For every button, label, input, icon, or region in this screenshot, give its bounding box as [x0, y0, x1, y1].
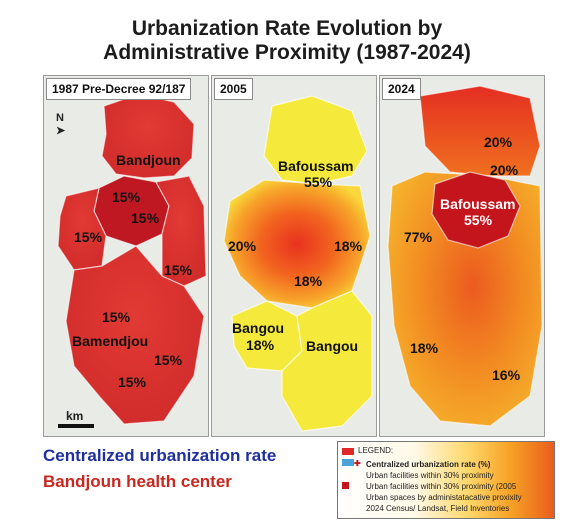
- map-2005-regions: [223, 95, 373, 432]
- health-center-caption: Bandjoun health center: [43, 472, 232, 491]
- map-panel-1987: 1987 Pre-Decree 92/187 N ➤ Bandjoun 15% 1…: [43, 75, 209, 437]
- map-label: 16%: [492, 367, 521, 383]
- map-label: 15%: [131, 210, 160, 226]
- panel-year-label: 2005: [214, 78, 253, 100]
- map-title-line2: Administrative Proximity (1987-2024): [103, 41, 471, 64]
- centralized-rate-caption: Centralized urbanization rate: [43, 446, 277, 465]
- map-label: 15%: [118, 374, 147, 390]
- region-bangou-east: [281, 290, 373, 432]
- map-label: Bamendjou: [72, 333, 149, 349]
- panel-year-label: 1987 Pre-Decree 92/187: [46, 78, 192, 100]
- map-label: Bangou: [306, 338, 359, 354]
- legend-blue-swatch: [342, 459, 354, 466]
- region-bafoussam: [263, 95, 368, 185]
- legend: LEGEND: ✚ Centralized urbanization rate …: [337, 441, 555, 519]
- panel-year-label: 2024: [382, 78, 421, 100]
- legend-cross-icon: ✚: [354, 459, 361, 468]
- legend-item: 2024 Census/ Landsat, Field Inventories: [366, 504, 510, 513]
- map-label: Bangou: [232, 320, 285, 336]
- region-bamendjou: [65, 245, 205, 425]
- map-label: 15%: [164, 262, 193, 278]
- legend-item: Urban facilities within 30% proximity (2…: [366, 482, 517, 491]
- map-label: 15%: [154, 352, 183, 368]
- legend-red-swatch: [342, 448, 354, 455]
- map-label: 20%: [490, 162, 519, 178]
- north-arrow-icon: N ➤: [56, 112, 66, 137]
- map-2024-regions: [387, 85, 543, 427]
- map-label: 20%: [484, 134, 513, 150]
- map-1987-regions: [57, 93, 207, 425]
- map-label: 15%: [102, 309, 131, 325]
- scale-bar: [58, 424, 94, 428]
- map-label: Bafoussam: [440, 196, 516, 212]
- region-bangou-west: [231, 300, 303, 372]
- region-north: [419, 85, 541, 177]
- map-label: 15%: [74, 229, 103, 245]
- legend-item: Centralized urbanization rate (%): [366, 460, 491, 469]
- map-label: 18%: [410, 340, 439, 356]
- map-title-line1: Urbanization Rate Evolution by: [131, 17, 443, 40]
- legend-item: Urban facilities within 30% proximity: [366, 471, 494, 480]
- map-label: 18%: [246, 337, 275, 353]
- map-label: 15%: [112, 189, 141, 205]
- map-label: 55%: [464, 212, 493, 228]
- map-label: 77%: [404, 229, 433, 245]
- legend-darkred-swatch: [342, 482, 349, 489]
- map-label: 55%: [304, 174, 333, 190]
- map-label: 20%: [228, 238, 257, 254]
- map-panel-2005: 2005 Bafoussam 55% 20% 18% 18% Bangou 18…: [211, 75, 377, 437]
- north-label: N: [56, 112, 64, 124]
- legend-title: LEGEND:: [358, 446, 394, 455]
- map-panel-2024: 2024 20% 20% Bafoussam 55% 77% 18% 16%: [379, 75, 545, 437]
- legend-item: Urban spaces by administatacative proxix…: [366, 493, 522, 502]
- map-label: Bafoussam: [278, 158, 354, 174]
- map-label: Bandjoun: [116, 152, 181, 168]
- region-bafoussam: [431, 171, 521, 249]
- map-label: 18%: [294, 273, 323, 289]
- map-label: 18%: [334, 238, 363, 254]
- scale-label: km: [66, 409, 84, 423]
